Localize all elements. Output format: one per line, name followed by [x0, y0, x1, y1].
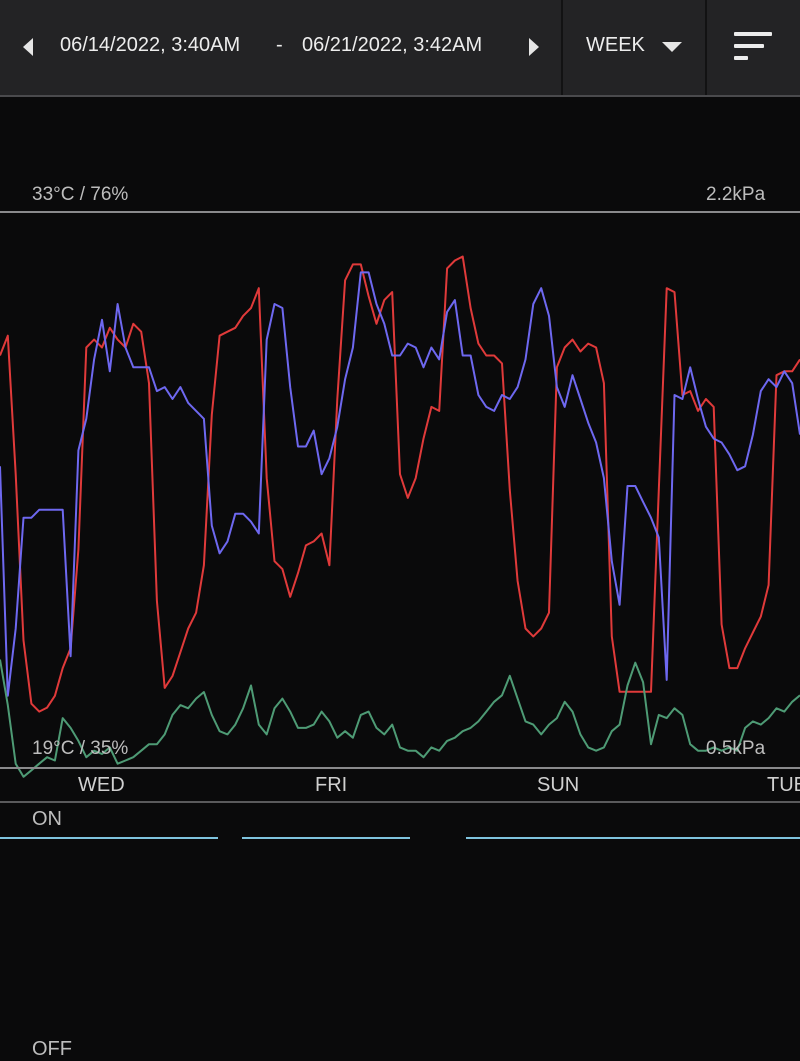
x-tick-label: SUN	[537, 774, 580, 796]
chart-bottom-border	[0, 767, 800, 769]
next-arrow-icon[interactable]	[522, 35, 546, 59]
divider	[705, 0, 707, 95]
period-dropdown[interactable]: WEEK	[564, 0, 704, 95]
bottom-left-axis-label: 19°C / 35%	[32, 738, 129, 759]
state-top-border	[0, 801, 800, 803]
humidity-line	[0, 271, 800, 697]
date-range-selector: 06/14/2022, 3:40AM - 06/21/2022, 3:42AM	[0, 0, 560, 95]
chevron-down-icon	[662, 42, 682, 52]
x-tick-label: WED	[78, 774, 125, 796]
top-left-axis-label: 33°C / 76%	[32, 184, 129, 205]
chart-top-border	[0, 211, 800, 213]
sort-menu-icon	[734, 32, 772, 36]
sort-menu-icon	[734, 44, 764, 48]
prev-arrow-icon[interactable]	[16, 35, 40, 59]
vpd-line	[0, 659, 800, 778]
bottom-right-axis-label: 0.5kPa	[706, 738, 766, 759]
x-tick-label: TUE	[767, 774, 800, 796]
state-on-label: ON	[32, 808, 62, 830]
header-toolbar: 06/14/2022, 3:40AM - 06/21/2022, 3:42AM …	[0, 0, 800, 97]
sort-menu-icon	[734, 56, 748, 60]
end-date[interactable]: 06/21/2022, 3:42AM	[302, 34, 483, 56]
sort-menu-button[interactable]	[708, 0, 800, 95]
period-label: WEEK	[586, 34, 645, 56]
temperature-line	[0, 255, 800, 713]
x-tick-label: FRI	[315, 774, 348, 796]
divider	[561, 0, 563, 95]
date-separator: -	[276, 34, 283, 56]
start-date[interactable]: 06/14/2022, 3:40AM	[60, 34, 241, 56]
state-off-label: OFF	[32, 1038, 72, 1060]
top-right-axis-label: 2.2kPa	[706, 184, 766, 205]
